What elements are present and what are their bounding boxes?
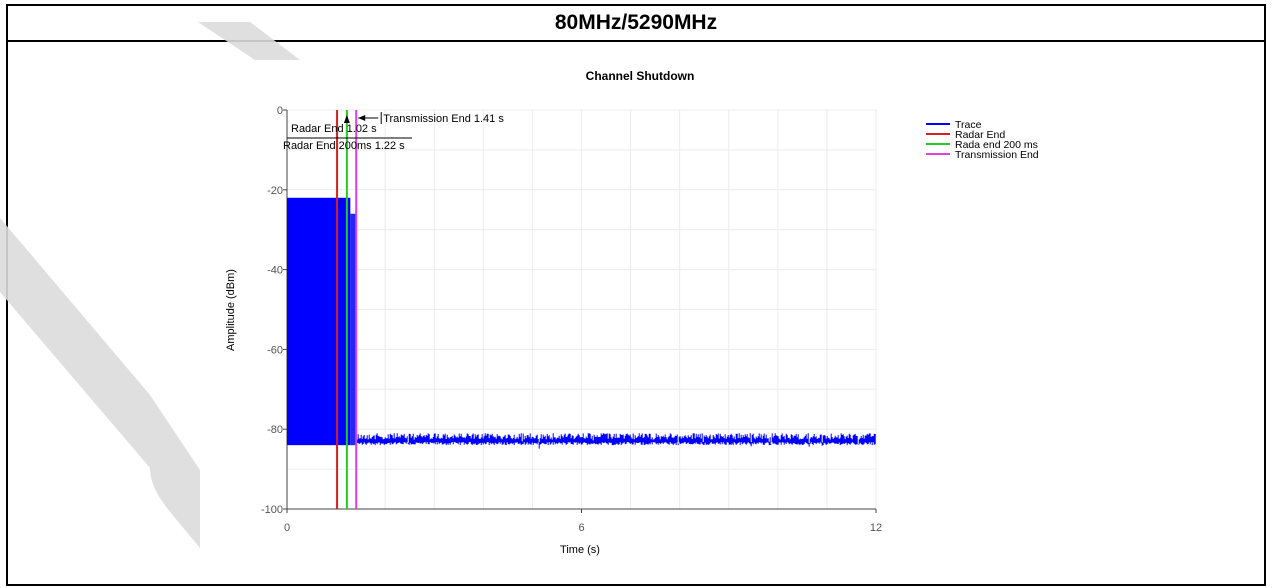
x-tick-label: 0 [284,522,290,534]
y-tick-label: -60 [267,344,283,356]
y-tick-label: -80 [267,424,283,436]
y-tick-label: -40 [267,265,283,277]
y-tick-label: -20 [267,185,283,197]
y-tick-label: 0 [277,105,283,117]
annotation-arrowhead-radar200 [343,115,350,123]
x-tick-label: 6 [578,522,584,534]
legend-label-3: Transmission End [955,149,1039,161]
chart-title: Channel Shutdown [586,69,695,83]
legend-label-2: Rada end 200 ms [955,139,1038,151]
band-title: 80MHz/5290MHz [8,6,1264,42]
trace-burst [287,197,351,446]
legend-label-1: Radar End [955,129,1005,141]
trace-burst-tail [350,213,357,446]
x-axis-label: Time (s) [560,544,600,556]
annotation-radar-end: Radar End 1.02 s [291,123,377,135]
x-tick-label: 12 [870,522,882,534]
annotation-transmission-end: Transmission End 1.41 s [383,113,504,125]
y-axis-label: Amplitude (dBm) [225,269,237,351]
annotation-radar-end-200ms: Radar End 200ms 1.22 s [283,140,405,152]
annotation-arrowhead-transmission [358,115,366,121]
legend-label-0: Trace [955,119,982,131]
y-tick-label: -100 [261,504,283,516]
